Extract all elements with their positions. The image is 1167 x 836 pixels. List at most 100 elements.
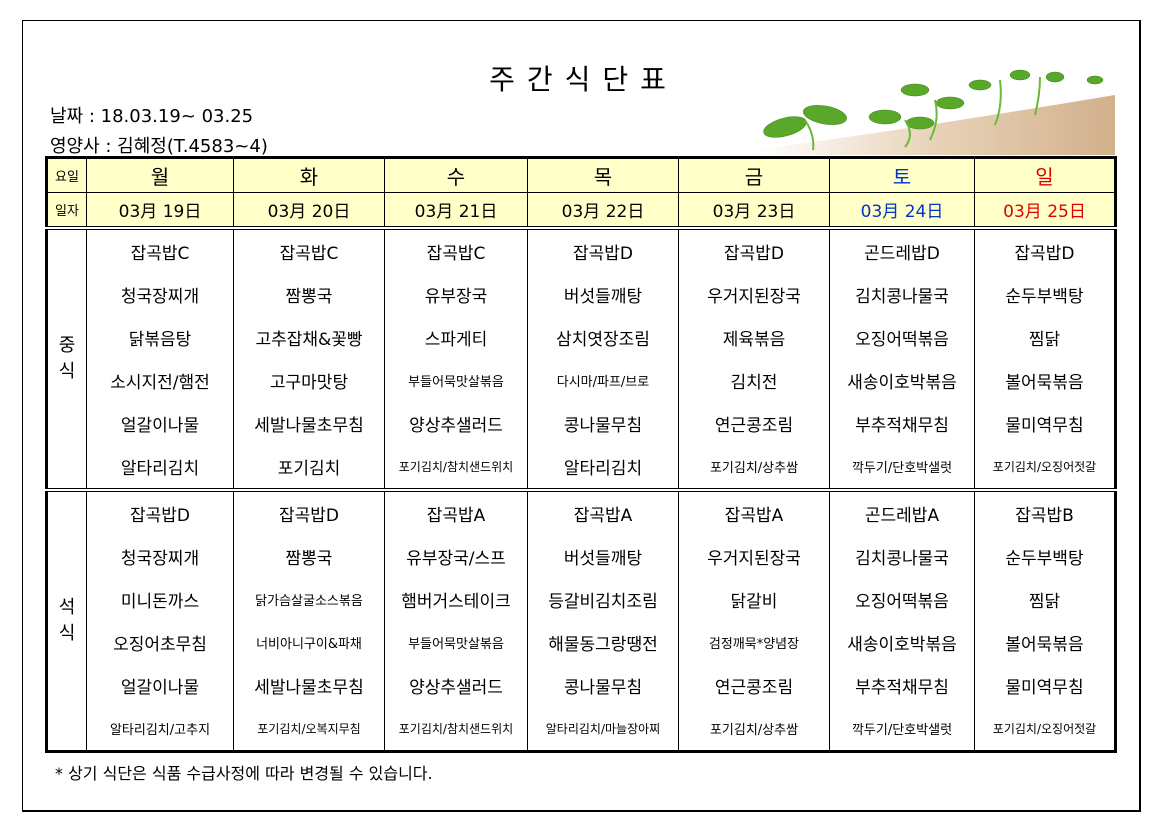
dinner-menu-item: 잡곡밥B	[974, 488, 1116, 535]
dinner-menu-item: 잡곡밥A	[527, 488, 679, 535]
lunch-row: 청국장찌개 짬뽕국 유부장국 버섯들깨탕 우거지된장국 김치콩나물국 순두부백탕	[47, 273, 1116, 316]
dinner-row: 청국장찌개 짬뽕국 유부장국/스프 버섯들깨탕 우거지된장국 김치콩나물국 순두부백탕	[47, 535, 1116, 578]
dinner-menu-item: 잡곡밥A	[384, 488, 528, 535]
lunch-menu-item: 우거지된장국	[678, 273, 830, 316]
dinner-menu-item: 잡곡밥D	[233, 488, 385, 535]
lunch-menu-item: 잡곡밥C	[86, 228, 234, 273]
dinner-menu-item: 햄버거스테이크	[384, 578, 528, 621]
dinner-menu-item: 알타리김치/고추지	[86, 707, 234, 752]
dinner-menu-item: 콩나물무침	[527, 664, 679, 707]
lunch-menu-item: 삼치엿장조림	[527, 316, 679, 359]
weekday-row: 요일 월 화 수 목 금 토 일	[46, 157, 1116, 193]
dinner-menu-item: 볼어묵볶음	[974, 621, 1116, 664]
dietitian-info: 영양사 : 김혜정(T.4583~4)	[50, 136, 268, 157]
lunch-row: 중식 잡곡밥C 잡곡밥C 잡곡밥C 잡곡밥D 잡곡밥D 곤드레밥D 잡곡밥D	[46, 228, 1116, 490]
sprout-image	[755, 69, 1115, 155]
dinner-menu-item: 잡곡밥A	[678, 488, 830, 535]
dinner-menu-item: 우거지된장국	[678, 535, 830, 578]
dinner-label: 석식	[46, 488, 87, 752]
dinner-menu-item: 새송이호박볶음	[829, 621, 975, 664]
lunch-menu-item: 잡곡밥D	[527, 228, 679, 273]
lunch-menu-item: 부들어묵맛살볶음	[384, 359, 528, 402]
weekday-cell: 목	[527, 157, 679, 193]
lunch-menu-item: 잡곡밥D	[678, 228, 830, 273]
lunch-menu-item: 순두부백탕	[974, 273, 1116, 316]
dinner-menu-item: 오징어떡볶음	[829, 578, 975, 621]
lunch-menu-item: 버섯들깨탕	[527, 273, 679, 316]
date-cell: 03月 23日	[678, 192, 830, 230]
dinner-menu-item: 포기김치/오징어젓갈	[974, 707, 1116, 752]
dinner-menu-item: 포기김치/참치샌드위치	[384, 707, 528, 752]
lunch-row: 소시지전/햄전 고구마맛탕 부들어묵맛살볶음 다시마/파프/브로 김치전 새송이호박볶음 볼…	[47, 359, 1116, 402]
lunch-menu-item: 포기김치/상추쌈	[678, 445, 830, 490]
lunch-menu-item: 포기김치/참치샌드위치	[384, 445, 528, 490]
lunch-menu-item: 물미역무침	[974, 402, 1116, 445]
lunch-menu-item: 포기김치/오징어젓갈	[974, 445, 1116, 490]
date-range: 날짜 : 18.03.19~ 03.25	[50, 106, 254, 127]
dinner-menu-item: 양상추샐러드	[384, 664, 528, 707]
weekday-cell: 화	[233, 157, 385, 193]
lunch-row: 얼갈이나물 세발나물초무침 양상추샐러드 콩나물무침 연근콩조림 부추적채무침 물미역무침	[47, 402, 1116, 445]
dinner-menu-item: 짬뽕국	[233, 535, 385, 578]
lunch-menu-item: 짬뽕국	[233, 273, 385, 316]
dinner-menu-item: 부추적채무침	[829, 664, 975, 707]
lunch-menu-item: 잡곡밥C	[233, 228, 385, 273]
lunch-menu-item: 곤드레밥D	[829, 228, 975, 273]
dinner-menu-item: 청국장찌개	[86, 535, 234, 578]
dinner-row: 석식 잡곡밥D 잡곡밥D 잡곡밥A 잡곡밥A 잡곡밥A 곤드레밥A 잡곡밥B	[46, 488, 1116, 752]
weekday-cell: 수	[384, 157, 528, 193]
lunch-menu-item: 새송이호박볶음	[829, 359, 975, 402]
lunch-menu-item: 알타리김치	[86, 445, 234, 490]
page-border	[22, 20, 1141, 812]
lunch-row: 알타리김치 포기김치 포기김치/참치샌드위치 알타리김치 포기김치/상추쌈 깍두기/단호박…	[47, 445, 1116, 490]
date-cell: 03月 24日	[829, 192, 975, 230]
date-cell: 03月 25日	[974, 192, 1116, 230]
weekday-label: 요일	[46, 157, 87, 193]
lunch-menu-item: 깍두기/단호박샐럿	[829, 445, 975, 490]
lunch-menu-item: 스파게티	[384, 316, 528, 359]
date-label: 일자	[46, 192, 87, 230]
dinner-menu-item: 얼갈이나물	[86, 664, 234, 707]
weekday-cell: 토	[829, 157, 975, 193]
lunch-menu-item: 연근콩조림	[678, 402, 830, 445]
lunch-menu-item: 제육볶음	[678, 316, 830, 359]
page-title: 주간식단표	[489, 63, 678, 96]
dinner-menu-item: 잡곡밥D	[86, 488, 234, 535]
dinner-menu-item: 물미역무침	[974, 664, 1116, 707]
lunch-menu-item: 오징어떡볶음	[829, 316, 975, 359]
date-cell: 03月 20日	[233, 192, 385, 230]
lunch-menu-item: 부추적채무침	[829, 402, 975, 445]
lunch-menu-item: 청국장찌개	[86, 273, 234, 316]
lunch-menu-item: 찜닭	[974, 316, 1116, 359]
dinner-menu-item: 버섯들깨탕	[527, 535, 679, 578]
dinner-menu-item: 알타리김치/마늘장아찌	[527, 707, 679, 752]
weekday-cell: 금	[678, 157, 830, 193]
lunch-menu-item: 포기김치	[233, 445, 385, 490]
dinner-menu-item: 김치콩나물국	[829, 535, 975, 578]
lunch-menu-item: 김치전	[678, 359, 830, 402]
lunch-menu-item: 잡곡밥D	[974, 228, 1116, 273]
lunch-menu-item: 김치콩나물국	[829, 273, 975, 316]
dinner-menu-item: 검정깨묵*양념장	[678, 621, 830, 664]
dinner-menu-item: 순두부백탕	[974, 535, 1116, 578]
weekday-cell: 월	[86, 157, 234, 193]
dinner-menu-item: 세발나물초무침	[233, 664, 385, 707]
lunch-menu-item: 소시지전/햄전	[86, 359, 234, 402]
lunch-menu-item: 유부장국	[384, 273, 528, 316]
date-row: 일자 03月 19日 03月 20日 03月 21日 03月 22日 03月 23日 03月…	[46, 192, 1116, 230]
lunch-label: 중식	[46, 228, 87, 490]
dinner-menu-item: 유부장국/스프	[384, 535, 528, 578]
lunch-menu-item: 고구마맛탕	[233, 359, 385, 402]
menu-table: 요일 월 화 수 목 금 토 일 일자 03月 19日 03月 20日 03月 21日 03月 22日 0…	[45, 156, 1117, 753]
lunch-menu-item: 알타리김치	[527, 445, 679, 490]
lunch-menu-item: 다시마/파프/브로	[527, 359, 679, 402]
footnote: * 상기 식단은 식품 수급사정에 따라 변경될 수 있습니다.	[55, 764, 433, 783]
date-cell: 03月 19日	[86, 192, 234, 230]
lunch-menu-item: 닭볶음탕	[86, 316, 234, 359]
dinner-row: 미니돈까스 닭가슴살굴소스볶음 햄버거스테이크 등갈비김치조림 닭갈비 오징어떡볶음 찜닭	[47, 578, 1116, 621]
dinner-menu-item: 곤드레밥A	[829, 488, 975, 535]
dinner-row: 오징어초무침 너비아니구이&파채 부들어묵맛살볶음 해물동그랑땡전 검정깨묵*양념장 새송…	[47, 621, 1116, 664]
dinner-row: 얼갈이나물 세발나물초무침 양상추샐러드 콩나물무침 연근콩조림 부추적채무침 물미역무침	[47, 664, 1116, 707]
lunch-menu-item: 양상추샐러드	[384, 402, 528, 445]
lunch-menu-item: 잡곡밥C	[384, 228, 528, 273]
